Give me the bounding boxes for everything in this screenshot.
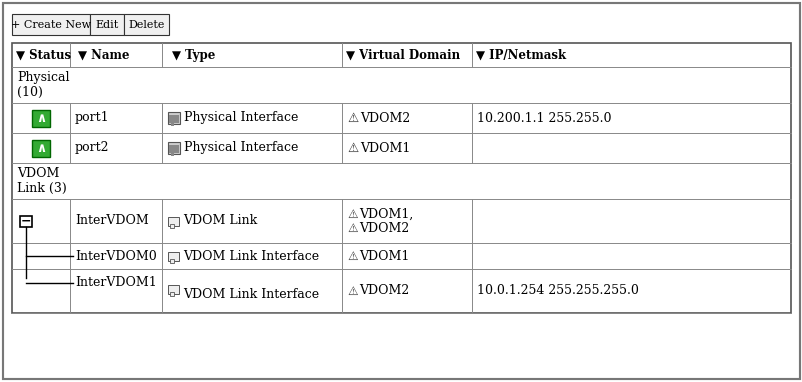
- Text: ⚠: ⚠: [346, 285, 357, 298]
- Bar: [168, 285, 179, 294]
- Bar: [32, 110, 50, 126]
- Text: + Create New: + Create New: [11, 19, 91, 29]
- Bar: [12, 14, 90, 35]
- Bar: [12, 43, 790, 67]
- Bar: [12, 199, 790, 243]
- Text: VDOM1: VDOM1: [358, 249, 409, 262]
- Text: VDOM1,: VDOM1,: [358, 207, 413, 220]
- Bar: [32, 139, 50, 157]
- Text: ⚠: ⚠: [346, 249, 357, 262]
- Text: InterVDOM: InterVDOM: [75, 215, 148, 228]
- Text: ⚠: ⚠: [346, 222, 357, 235]
- Text: VDOM Link: VDOM Link: [183, 215, 257, 228]
- Text: 10.0.1.254 255.255.255.0: 10.0.1.254 255.255.255.0: [476, 285, 638, 298]
- Text: ▼ Name: ▼ Name: [78, 49, 129, 62]
- Bar: [12, 269, 790, 313]
- Bar: [12, 243, 790, 269]
- Text: Physical Interface: Physical Interface: [184, 141, 298, 154]
- Text: VDOM
Link (3): VDOM Link (3): [17, 167, 67, 195]
- Bar: [12, 67, 790, 103]
- Text: ⚠: ⚠: [346, 141, 358, 154]
- Bar: [170, 292, 174, 296]
- Text: VDOM Link Interface: VDOM Link Interface: [183, 249, 318, 262]
- Text: VDOM2: VDOM2: [358, 285, 409, 298]
- Text: ∧: ∧: [36, 141, 46, 154]
- Bar: [12, 163, 790, 199]
- Text: VDOM Link Interface: VDOM Link Interface: [183, 288, 318, 301]
- Text: port2: port2: [75, 141, 109, 154]
- Bar: [170, 224, 174, 228]
- Bar: [168, 252, 179, 261]
- Bar: [124, 14, 168, 35]
- Bar: [20, 215, 32, 227]
- Text: VDOM2: VDOM2: [358, 222, 409, 235]
- Text: VDOM1: VDOM1: [359, 141, 410, 154]
- Bar: [168, 112, 180, 124]
- Text: Physical
(10): Physical (10): [17, 71, 70, 99]
- Bar: [168, 145, 179, 153]
- Bar: [171, 123, 174, 126]
- Text: ⚠: ⚠: [346, 112, 358, 125]
- Text: VDOM2: VDOM2: [359, 112, 410, 125]
- Bar: [90, 14, 124, 35]
- Text: InterVDOM0: InterVDOM0: [75, 249, 156, 262]
- Text: ⚠: ⚠: [346, 207, 357, 220]
- Bar: [171, 153, 174, 156]
- Bar: [168, 115, 179, 123]
- Text: Delete: Delete: [128, 19, 164, 29]
- Bar: [170, 259, 174, 263]
- Text: InterVDOM1: InterVDOM1: [75, 277, 156, 290]
- Bar: [12, 103, 790, 133]
- Text: ▼ Type: ▼ Type: [172, 49, 215, 62]
- Text: 10.200.1.1 255.255.0: 10.200.1.1 255.255.0: [476, 112, 611, 125]
- Text: Edit: Edit: [95, 19, 119, 29]
- Bar: [12, 133, 790, 163]
- Text: ▼ Status: ▼ Status: [16, 49, 71, 62]
- Bar: [168, 217, 179, 226]
- Bar: [12, 43, 790, 313]
- Text: ▼ Virtual Domain: ▼ Virtual Domain: [346, 49, 460, 62]
- Bar: [168, 142, 180, 154]
- Text: ∧: ∧: [36, 112, 46, 125]
- Text: −: −: [21, 215, 31, 228]
- Text: ▼ IP/Netmask: ▼ IP/Netmask: [476, 49, 565, 62]
- Text: port1: port1: [75, 112, 110, 125]
- Text: Physical Interface: Physical Interface: [184, 112, 298, 125]
